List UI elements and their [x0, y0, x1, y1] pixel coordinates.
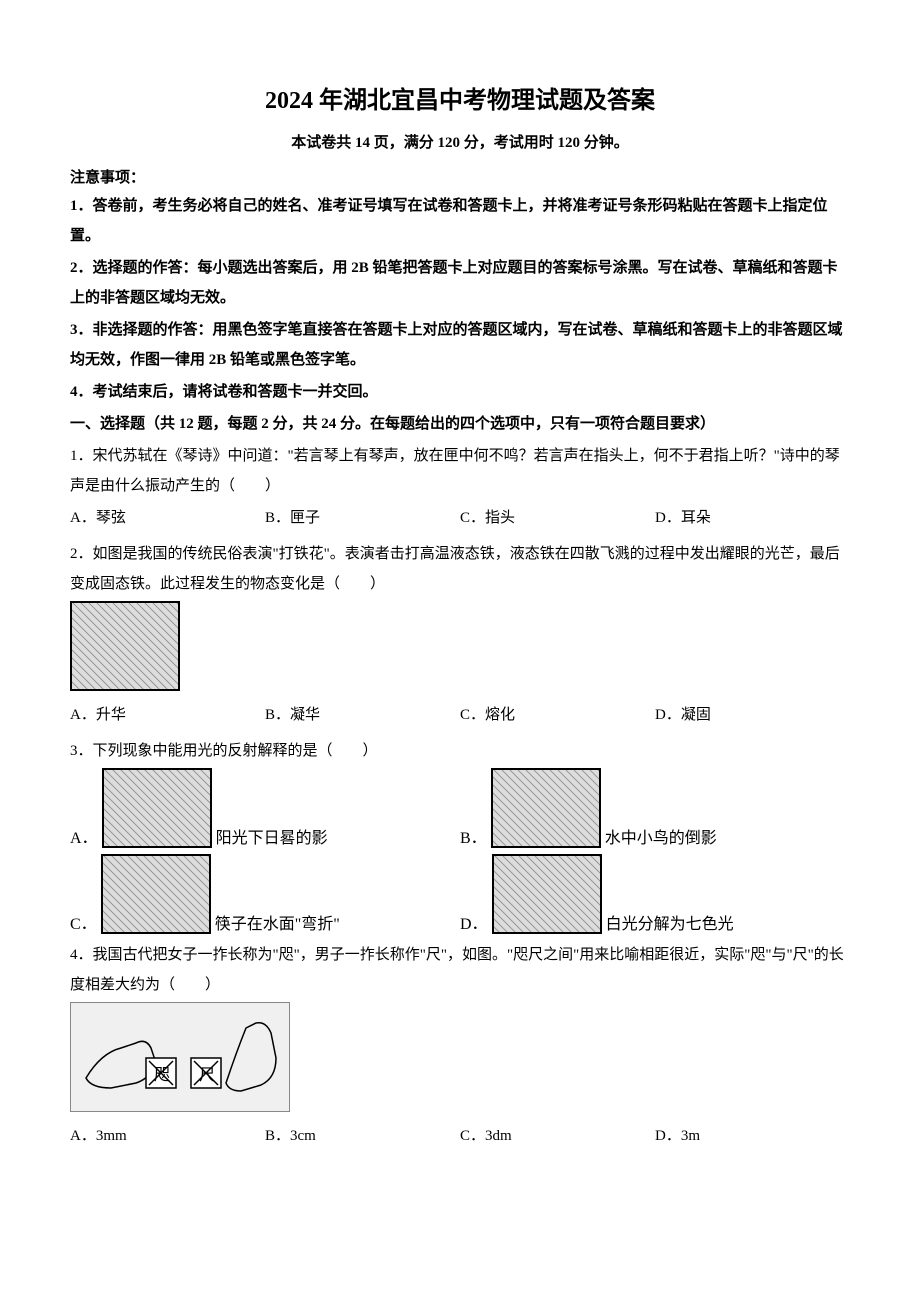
- q3-options-row-2: C． 筷子在水面"弯折" D． 白光分解为七色光: [70, 854, 850, 934]
- q4-option-b: B．3cm: [265, 1121, 460, 1151]
- q2-option-c: C．熔化: [460, 700, 655, 730]
- q3-option-d-label: D．: [460, 910, 488, 934]
- page-title: 2024 年湖北宜昌中考物理试题及答案: [70, 80, 850, 115]
- q4-option-c: C．3dm: [460, 1121, 655, 1151]
- question-1-options: A．琴弦 B．匣子 C．指头 D．耳朵: [70, 503, 850, 533]
- q3-option-c: C． 筷子在水面"弯折": [70, 854, 460, 934]
- notice-item-4: 4．考试结束后，请将试卷和答题卡一并交回。: [70, 377, 850, 407]
- question-2-text: 2．如图是我国的传统民俗表演"打铁花"。表演者击打高温液态铁，液态铁在四散飞溅的…: [70, 539, 850, 599]
- q2-image: [70, 601, 180, 691]
- q1-option-c: C．指头: [460, 503, 655, 533]
- q3-option-c-label: C．: [70, 910, 97, 934]
- question-2-options: A．升华 B．凝华 C．熔化 D．凝固: [70, 700, 850, 730]
- q3-option-b-text: 水中小鸟的倒影: [605, 824, 717, 848]
- q3-option-d-text: 白光分解为七色光: [606, 910, 734, 934]
- notice-item-3: 3．非选择题的作答：用黑色签字笔直接答在答题卡上对应的答题区域内，写在试卷、草稿…: [70, 315, 850, 375]
- q4-image: 咫 尺: [70, 1002, 290, 1112]
- q2-option-d: D．凝固: [655, 700, 850, 730]
- notice-heading: 注意事项：: [70, 166, 850, 187]
- q2-option-b: B．凝华: [265, 700, 460, 730]
- q3-option-a: A． 阳光下日晷的影: [70, 768, 460, 848]
- question-1-text: 1．宋代苏轼在《琴诗》中问道："若言琴上有琴声，放在匣中何不鸣？若言声在指头上，…: [70, 441, 850, 501]
- q3-option-c-text: 筷子在水面"弯折": [215, 910, 340, 934]
- q3-option-d: D． 白光分解为七色光: [460, 854, 850, 934]
- svg-text:尺: 尺: [199, 1067, 215, 1084]
- q3-option-b-label: B．: [460, 824, 487, 848]
- q3-image-b: [491, 768, 601, 848]
- q3-image-a: [102, 768, 212, 848]
- q4-option-a: A．3mm: [70, 1121, 265, 1151]
- question-3-text: 3．下列现象中能用光的反射解释的是（ ）: [70, 736, 850, 766]
- q2-option-a: A．升华: [70, 700, 265, 730]
- q3-option-a-text: 阳光下日晷的影: [216, 824, 328, 848]
- q3-options-row-1: A． 阳光下日晷的影 B． 水中小鸟的倒影: [70, 768, 850, 848]
- q3-option-a-label: A．: [70, 824, 98, 848]
- q3-image-c: [101, 854, 211, 934]
- page-subtitle: 本试卷共 14 页，满分 120 分，考试用时 120 分钟。: [70, 131, 850, 152]
- notice-item-1: 1．答卷前，考生务必将自己的姓名、准考证号填写在试卷和答题卡上，并将准考证号条形…: [70, 191, 850, 251]
- q3-option-b: B． 水中小鸟的倒影: [460, 768, 850, 848]
- q3-image-d: [492, 854, 602, 934]
- q1-option-a: A．琴弦: [70, 503, 265, 533]
- q4-option-d: D．3m: [655, 1121, 850, 1151]
- notice-item-2: 2．选择题的作答：每小题选出答案后，用 2B 铅笔把答题卡上对应题目的答案标号涂…: [70, 253, 850, 313]
- question-4-text: 4．我国古代把女子一拃长称为"咫"，男子一拃长称作"尺"，如图。"咫尺之间"用来…: [70, 940, 850, 1000]
- question-4-options: A．3mm B．3cm C．3dm D．3m: [70, 1121, 850, 1151]
- svg-text:咫: 咫: [154, 1066, 170, 1084]
- q1-option-d: D．耳朵: [655, 503, 850, 533]
- section-1-heading: 一、选择题（共 12 题，每题 2 分，共 24 分。在每题给出的四个选项中，只…: [70, 409, 850, 439]
- q1-option-b: B．匣子: [265, 503, 460, 533]
